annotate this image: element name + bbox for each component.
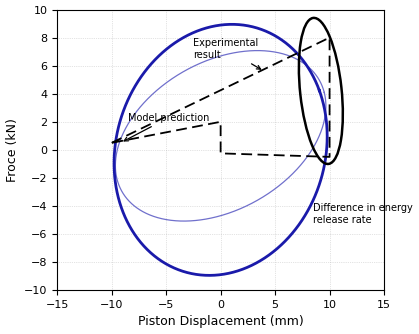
- Y-axis label: Froce (kN): Froce (kN): [5, 118, 18, 182]
- X-axis label: Piston Displacement (mm): Piston Displacement (mm): [138, 315, 303, 328]
- Text: Experimental
result: Experimental result: [194, 38, 261, 69]
- Text: Model prediction: Model prediction: [124, 113, 210, 141]
- Text: Difference in energy
release rate: Difference in energy release rate: [313, 203, 413, 225]
